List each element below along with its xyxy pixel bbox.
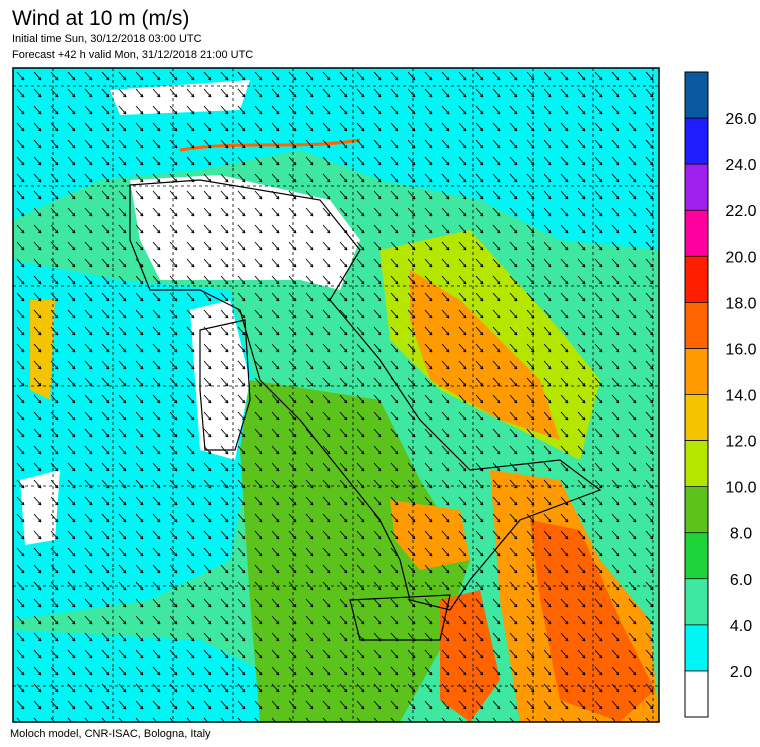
- colorbar-band: [685, 72, 708, 119]
- colorbar-band: [685, 210, 708, 257]
- colorbar: 2.0 4.0 6.0 8.0 10.0 12.0 14.0 16.0 18.0 20.0 22.0…: [684, 71, 757, 718]
- title: Wind at 10 m (m/s): [12, 7, 189, 30]
- colorbar-label: 20.0: [725, 249, 756, 266]
- colorbar-band: [685, 118, 708, 165]
- colorbar-band: [685, 256, 708, 303]
- colorbar-label: 26.0: [725, 111, 756, 128]
- colorbar-band: [685, 532, 708, 579]
- colorbar-label: 6.0: [730, 572, 752, 589]
- colorbar-band: [685, 348, 708, 395]
- colorbar-label: 14.0: [725, 388, 756, 405]
- colorbar-band: [685, 164, 708, 211]
- colorbar-label: 2.0: [730, 664, 752, 681]
- colorbar-label: 8.0: [730, 526, 752, 543]
- footer: Moloch model, CNR-ISAC, Bologna, Italy: [10, 728, 211, 740]
- colorbar-band: [685, 670, 708, 717]
- colorbar-label: 24.0: [725, 157, 756, 174]
- colorbar-band: [685, 486, 708, 533]
- colorbar-label: 12.0: [725, 434, 756, 451]
- initial-time: Initial time Sun, 30/12/2018 03:00 UTC: [12, 33, 202, 45]
- colorbar-band: [685, 394, 708, 441]
- colorbar-label: 4.0: [730, 618, 752, 635]
- colorbar-label: 16.0: [725, 341, 756, 358]
- colorbar-label: 10.0: [725, 480, 756, 497]
- colorbar-label: 18.0: [725, 295, 756, 312]
- colorbar-band: [685, 302, 708, 349]
- colorbar-band: [685, 578, 708, 625]
- colorbar-label: 22.0: [725, 203, 756, 220]
- colorbar-band: [685, 440, 708, 487]
- colorbar-band: [685, 624, 708, 671]
- forecast-time: Forecast +42 h valid Mon, 31/12/2018 21:…: [12, 49, 253, 61]
- wind-arrows: [13, 68, 659, 722]
- wind-field: [13, 68, 659, 722]
- map-frame: [12, 67, 660, 723]
